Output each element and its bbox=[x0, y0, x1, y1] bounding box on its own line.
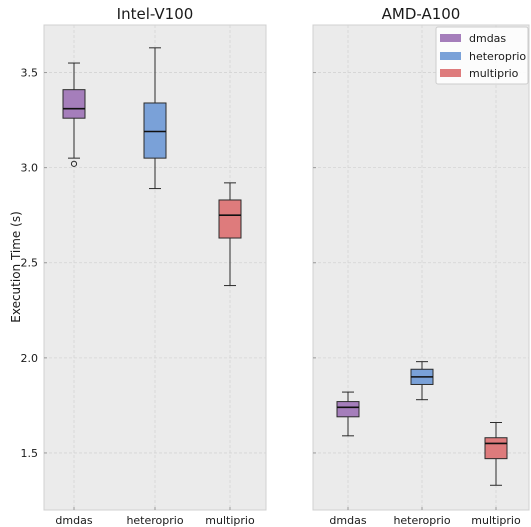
box-iqr bbox=[62, 89, 86, 119]
y-tick-label-4: 3.5 bbox=[21, 67, 39, 80]
y-ticks-amd-a100 bbox=[313, 72, 316, 454]
box-iqr bbox=[143, 102, 167, 159]
boxes-amd-a100 bbox=[336, 361, 508, 486]
box-iqr bbox=[218, 199, 242, 239]
x-tick-label-multiprio: multiprio bbox=[471, 514, 521, 527]
y-tick-label-1: 2.0 bbox=[21, 352, 39, 365]
box-iqr bbox=[336, 401, 360, 418]
legend-swatch-dmdas bbox=[440, 34, 461, 42]
legend-label-multiprio: multiprio bbox=[469, 67, 519, 80]
x-tick-label-heteroprio: heteroprio bbox=[393, 514, 450, 527]
y-tick-label-2: 2.5 bbox=[21, 257, 39, 270]
title-amd-a100: AMD-A100 bbox=[382, 5, 461, 23]
x-ticks-amd-a100: dmdas heteroprio multiprio bbox=[329, 507, 521, 527]
y-tick-label-3: 3.0 bbox=[21, 162, 39, 175]
legend: dmdas heteroprio multiprio bbox=[435, 26, 529, 85]
panel-intel-v100: 1.5 2.0 2.5 3.0 3.5 dmdas heteroprio multiprio… bbox=[21, 5, 267, 527]
boxes-intel-v100 bbox=[62, 47, 242, 287]
box-multiprio-intel-v100 bbox=[218, 182, 242, 287]
box-iqr bbox=[484, 437, 508, 460]
title-intel-v100: Intel-V100 bbox=[117, 5, 194, 23]
box-dmdas-amd-a100 bbox=[336, 391, 360, 437]
legend-label-heteroprio: heteroprio bbox=[469, 50, 526, 63]
box-dmdas-intel-v100 bbox=[62, 62, 86, 167]
x-tick-label-dmdas: dmdas bbox=[55, 514, 92, 527]
y-axis-label: Execution Time (s) bbox=[9, 211, 23, 323]
plot-area-amd-a100 bbox=[312, 24, 530, 511]
x-tick-label-dmdas: dmdas bbox=[329, 514, 366, 527]
box-heteroprio-intel-v100 bbox=[143, 47, 167, 190]
y-tick-label-0: 1.5 bbox=[21, 447, 39, 460]
legend-swatch-multiprio bbox=[440, 69, 461, 77]
box-multiprio-amd-a100 bbox=[484, 422, 508, 486]
y-ticks-intel-v100: 1.5 2.0 2.5 3.0 3.5 bbox=[21, 67, 47, 460]
outlier-point-0 bbox=[70, 160, 78, 167]
legend-label-dmdas: dmdas bbox=[469, 32, 506, 45]
x-tick-label-multiprio: multiprio bbox=[205, 514, 255, 527]
legend-swatch-heteroprio bbox=[440, 52, 461, 60]
x-tick-label-heteroprio: heteroprio bbox=[126, 514, 183, 527]
box-heteroprio-amd-a100 bbox=[410, 361, 434, 401]
panel-amd-a100: dmdas heteroprio multiprio AMD-A100 bbox=[312, 5, 530, 527]
x-ticks-intel-v100: dmdas heteroprio multiprio bbox=[55, 507, 255, 527]
